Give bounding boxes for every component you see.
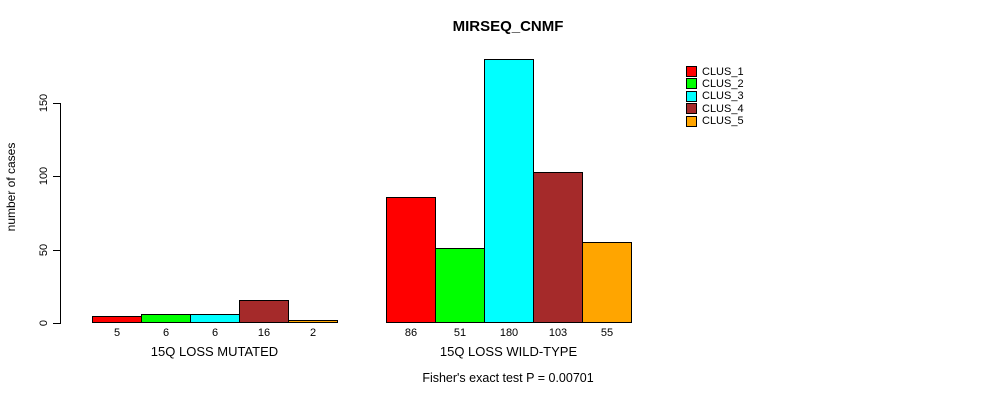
y-axis-line [60,103,61,324]
bar-value-label: 55 [600,327,614,339]
legend-label-clus_5: CLUS_5 [702,115,744,128]
bar-clus_3-group1 [190,314,240,323]
group-axis-label: 15Q LOSS MUTATED [150,344,279,359]
bar-clus_3-group2 [484,59,534,323]
fisher-test-annotation: Fisher's exact test P = 0.00701 [422,371,594,385]
y-axis-tick-label: 0 [38,319,50,327]
bar-value-label: 6 [162,327,170,339]
bar-clus_2-group2 [435,248,485,323]
bar-value-label: 6 [211,327,219,339]
bar-clus_2-group1 [141,314,191,323]
bar-clus_1-group2 [386,197,436,323]
bar-value-label: 2 [309,327,317,339]
legend-swatch-clus_4 [686,103,697,115]
bar-value-label: 51 [453,327,467,339]
bar-value-label: 86 [404,327,418,339]
legend-swatch-clus_2 [686,78,697,90]
legend-label-clus_2: CLUS_2 [702,77,744,90]
y-axis-tick [53,176,61,177]
bar-value-label: 5 [113,327,121,339]
y-axis-label: number of cases [4,142,18,232]
y-axis-tick-label: 150 [38,93,50,113]
y-axis-tick [53,250,61,251]
y-axis-tick-label: 100 [38,166,50,186]
y-axis-tick [53,323,61,324]
y-axis-tick [53,103,61,104]
legend-swatch-clus_1 [686,66,697,77]
bar-value-label: 180 [499,327,519,339]
bar-clus_1-group1 [92,316,142,323]
legend-swatch-clus_5 [686,115,697,127]
legend-label-clus_3: CLUS_3 [702,90,744,103]
bar-clus_4-group2 [533,172,583,323]
bar-clus_5-group2 [582,242,632,323]
legend-label-clus_4: CLUS_4 [702,102,744,115]
legend-swatch-clus_3 [686,90,697,102]
group-axis-label: 15Q LOSS WILD-TYPE [439,344,578,359]
bar-clus_4-group1 [239,300,289,323]
bar-clus_5-group1 [288,320,338,323]
bar-value-label: 103 [548,327,568,339]
bar-value-label: 16 [257,327,271,339]
legend-label-clus_1: CLUS_1 [702,65,744,78]
y-axis-tick-label: 50 [38,243,50,257]
chart-title: MIRSEQ_CNMF [452,18,564,35]
